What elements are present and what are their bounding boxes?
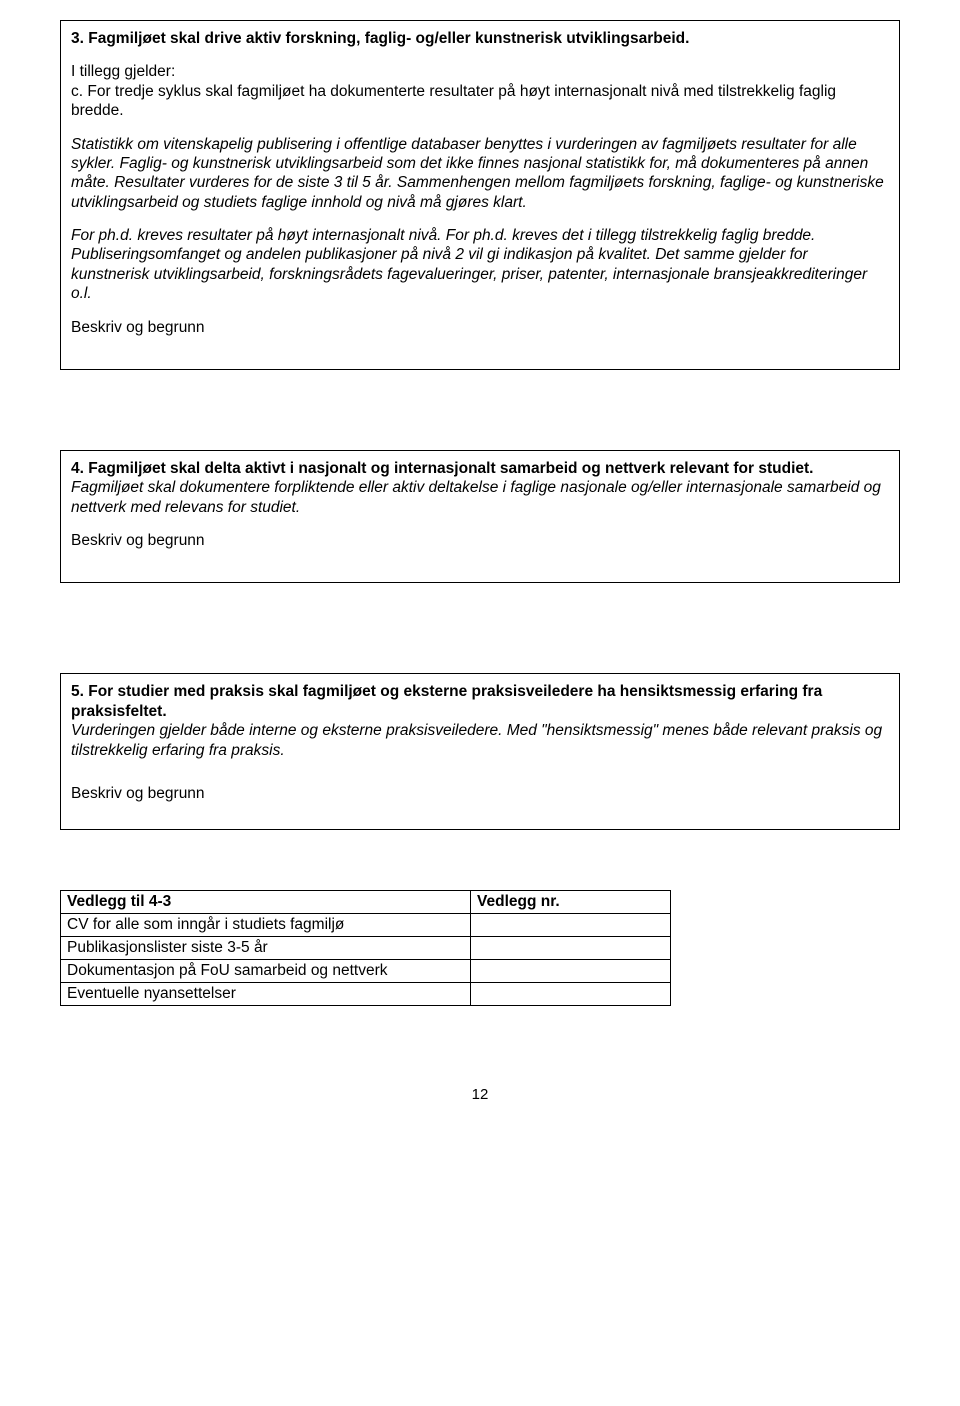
section-5-heading: 5. For studier med praksis skal fagmiljø… [71,682,889,721]
section-3-sub2: c. For tredje syklus skal fagmiljøet ha … [71,82,889,121]
table-row: Publikasjonslister siste 3-5 år [61,937,671,960]
section-5-box: 5. For studier med praksis skal fagmiljø… [60,673,900,830]
vedlegg-header-col1: Vedlegg til 4-3 [61,891,471,914]
vedlegg-cell [471,937,671,960]
section-4-italic: Fagmiljøet skal dokumentere forpliktende… [71,478,889,517]
vedlegg-cell [471,914,671,937]
section-3-sub1: I tillegg gjelder: [71,62,889,81]
table-row: Dokumentasjon på FoU samarbeid og nettve… [61,960,671,983]
section-3-italic2: For ph.d. kreves resultater på høyt inte… [71,226,889,304]
section-5-action: Beskriv og begrunn [71,784,889,803]
vedlegg-cell [471,983,671,1006]
vedlegg-cell: Eventuelle nyansettelser [61,983,471,1006]
vedlegg-cell: Dokumentasjon på FoU samarbeid og nettve… [61,960,471,983]
page-number: 12 [60,1086,900,1103]
section-3-box: 3. Fagmiljøet skal drive aktiv forskning… [60,20,900,370]
table-row: Eventuelle nyansettelser [61,983,671,1006]
vedlegg-cell: Publikasjonslister siste 3-5 år [61,937,471,960]
section-4-action: Beskriv og begrunn [71,531,889,550]
vedlegg-header-col2: Vedlegg nr. [471,891,671,914]
table-row: CV for alle som inngår i studiets fagmil… [61,914,671,937]
section-4-heading: 4. Fagmiljøet skal delta aktivt i nasjon… [71,459,889,478]
section-3-italic1: Statistikk om vitenskapelig publisering … [71,135,889,213]
vedlegg-cell [471,960,671,983]
section-4-box: 4. Fagmiljøet skal delta aktivt i nasjon… [60,450,900,584]
vedlegg-cell: CV for alle som inngår i studiets fagmil… [61,914,471,937]
table-row: Vedlegg til 4-3 Vedlegg nr. [61,891,671,914]
section-3-heading: 3. Fagmiljøet skal drive aktiv forskning… [71,29,889,48]
section-3-action: Beskriv og begrunn [71,318,889,337]
vedlegg-table: Vedlegg til 4-3 Vedlegg nr. CV for alle … [60,890,671,1006]
section-5-italic: Vurderingen gjelder både interne og ekst… [71,721,889,760]
